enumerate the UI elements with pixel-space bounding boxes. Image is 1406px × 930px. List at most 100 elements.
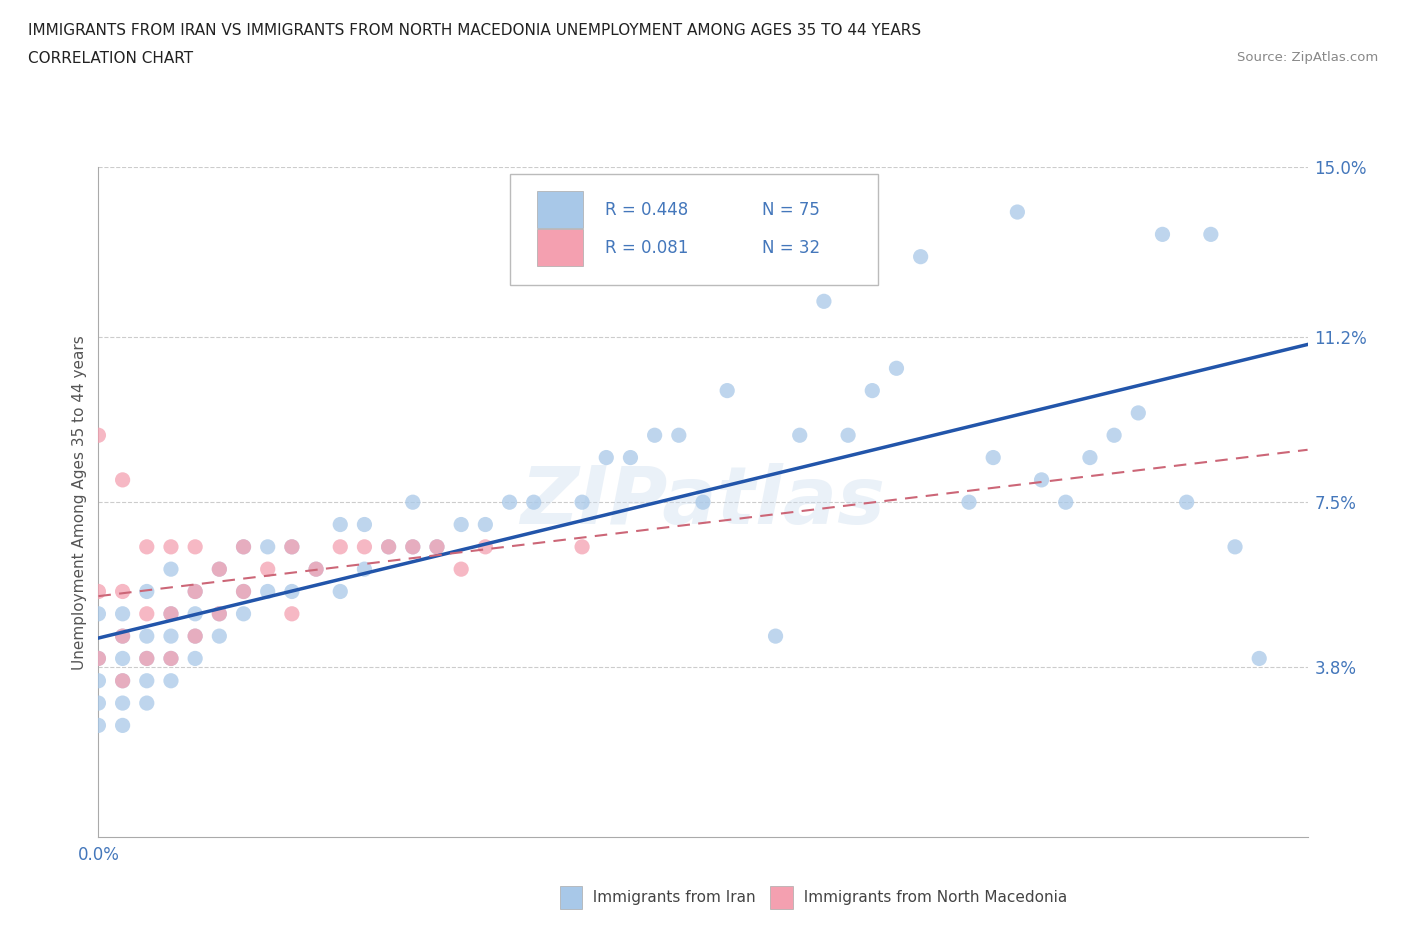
Point <box>111 673 134 688</box>
Point <box>135 584 157 599</box>
Point <box>111 673 134 688</box>
Point <box>208 562 231 577</box>
Text: Immigrants from Iran: Immigrants from Iran <box>583 890 756 905</box>
Point <box>87 651 110 666</box>
Point <box>87 428 110 443</box>
Point <box>329 539 352 554</box>
Point <box>184 651 207 666</box>
Point <box>135 651 157 666</box>
Point <box>329 584 352 599</box>
Point <box>160 673 183 688</box>
Point <box>232 584 254 599</box>
Point <box>184 606 207 621</box>
Point <box>135 539 157 554</box>
Point <box>111 629 134 644</box>
Point <box>377 539 399 554</box>
Text: Immigrants from North Macedonia: Immigrants from North Macedonia <box>794 890 1067 905</box>
Point <box>353 539 375 554</box>
Point <box>256 562 278 577</box>
Point <box>232 539 254 554</box>
Point <box>402 539 425 554</box>
Point <box>135 673 157 688</box>
Text: N = 32: N = 32 <box>762 239 820 257</box>
Point <box>329 517 352 532</box>
Point <box>1249 651 1271 666</box>
Point <box>232 606 254 621</box>
Point <box>353 517 375 532</box>
Point <box>135 606 157 621</box>
Point <box>1007 205 1029 219</box>
Point <box>450 562 472 577</box>
Point <box>111 696 134 711</box>
Point <box>1128 405 1150 420</box>
Point <box>426 539 449 554</box>
Point <box>305 562 328 577</box>
Point <box>160 651 183 666</box>
Point <box>837 428 859 443</box>
Point <box>111 718 134 733</box>
Text: IMMIGRANTS FROM IRAN VS IMMIGRANTS FROM NORTH MACEDONIA UNEMPLOYMENT AMONG AGES : IMMIGRANTS FROM IRAN VS IMMIGRANTS FROM … <box>28 23 921 38</box>
Point <box>160 606 183 621</box>
Point <box>571 495 593 510</box>
Point <box>1223 539 1246 554</box>
Point <box>111 472 134 487</box>
Point <box>716 383 738 398</box>
Point <box>402 539 425 554</box>
Point <box>111 629 134 644</box>
Point <box>232 584 254 599</box>
Point <box>910 249 932 264</box>
Point <box>184 584 207 599</box>
Bar <box>537 230 583 266</box>
Point <box>184 629 207 644</box>
Point <box>87 673 110 688</box>
Text: 0.0%: 0.0% <box>77 846 120 864</box>
Bar <box>537 192 583 228</box>
Point <box>281 584 304 599</box>
Point <box>160 606 183 621</box>
Point <box>450 517 472 532</box>
Point <box>111 584 134 599</box>
Point <box>135 696 157 711</box>
Text: R = 0.448: R = 0.448 <box>605 201 689 219</box>
Point <box>87 651 110 666</box>
Text: N = 75: N = 75 <box>762 201 820 219</box>
Point <box>644 428 666 443</box>
Point <box>1152 227 1174 242</box>
Point <box>957 495 980 510</box>
Text: ZIPatlas: ZIPatlas <box>520 463 886 541</box>
Y-axis label: Unemployment Among Ages 35 to 44 years: Unemployment Among Ages 35 to 44 years <box>72 335 87 670</box>
Point <box>1102 428 1125 443</box>
Text: R = 0.081: R = 0.081 <box>605 239 689 257</box>
Point <box>860 383 883 398</box>
Point <box>111 606 134 621</box>
Point <box>135 629 157 644</box>
Point <box>281 539 304 554</box>
Point <box>160 651 183 666</box>
Point <box>87 696 110 711</box>
Point <box>281 606 304 621</box>
Point <box>135 651 157 666</box>
Point <box>595 450 617 465</box>
Point <box>160 539 183 554</box>
Point <box>1199 227 1222 242</box>
Point <box>208 562 231 577</box>
Point <box>813 294 835 309</box>
Point <box>208 629 231 644</box>
Point <box>886 361 908 376</box>
Point <box>184 629 207 644</box>
Point <box>208 606 231 621</box>
Point <box>668 428 690 443</box>
Point <box>789 428 811 443</box>
Point <box>426 539 449 554</box>
Point <box>184 584 207 599</box>
Point <box>305 562 328 577</box>
Point <box>619 450 641 465</box>
Point <box>1054 495 1077 510</box>
Point <box>571 539 593 554</box>
Point <box>474 539 496 554</box>
Point <box>87 606 110 621</box>
Text: Source: ZipAtlas.com: Source: ZipAtlas.com <box>1237 51 1378 64</box>
Point <box>281 539 304 554</box>
Point <box>160 562 183 577</box>
Point <box>981 450 1004 465</box>
